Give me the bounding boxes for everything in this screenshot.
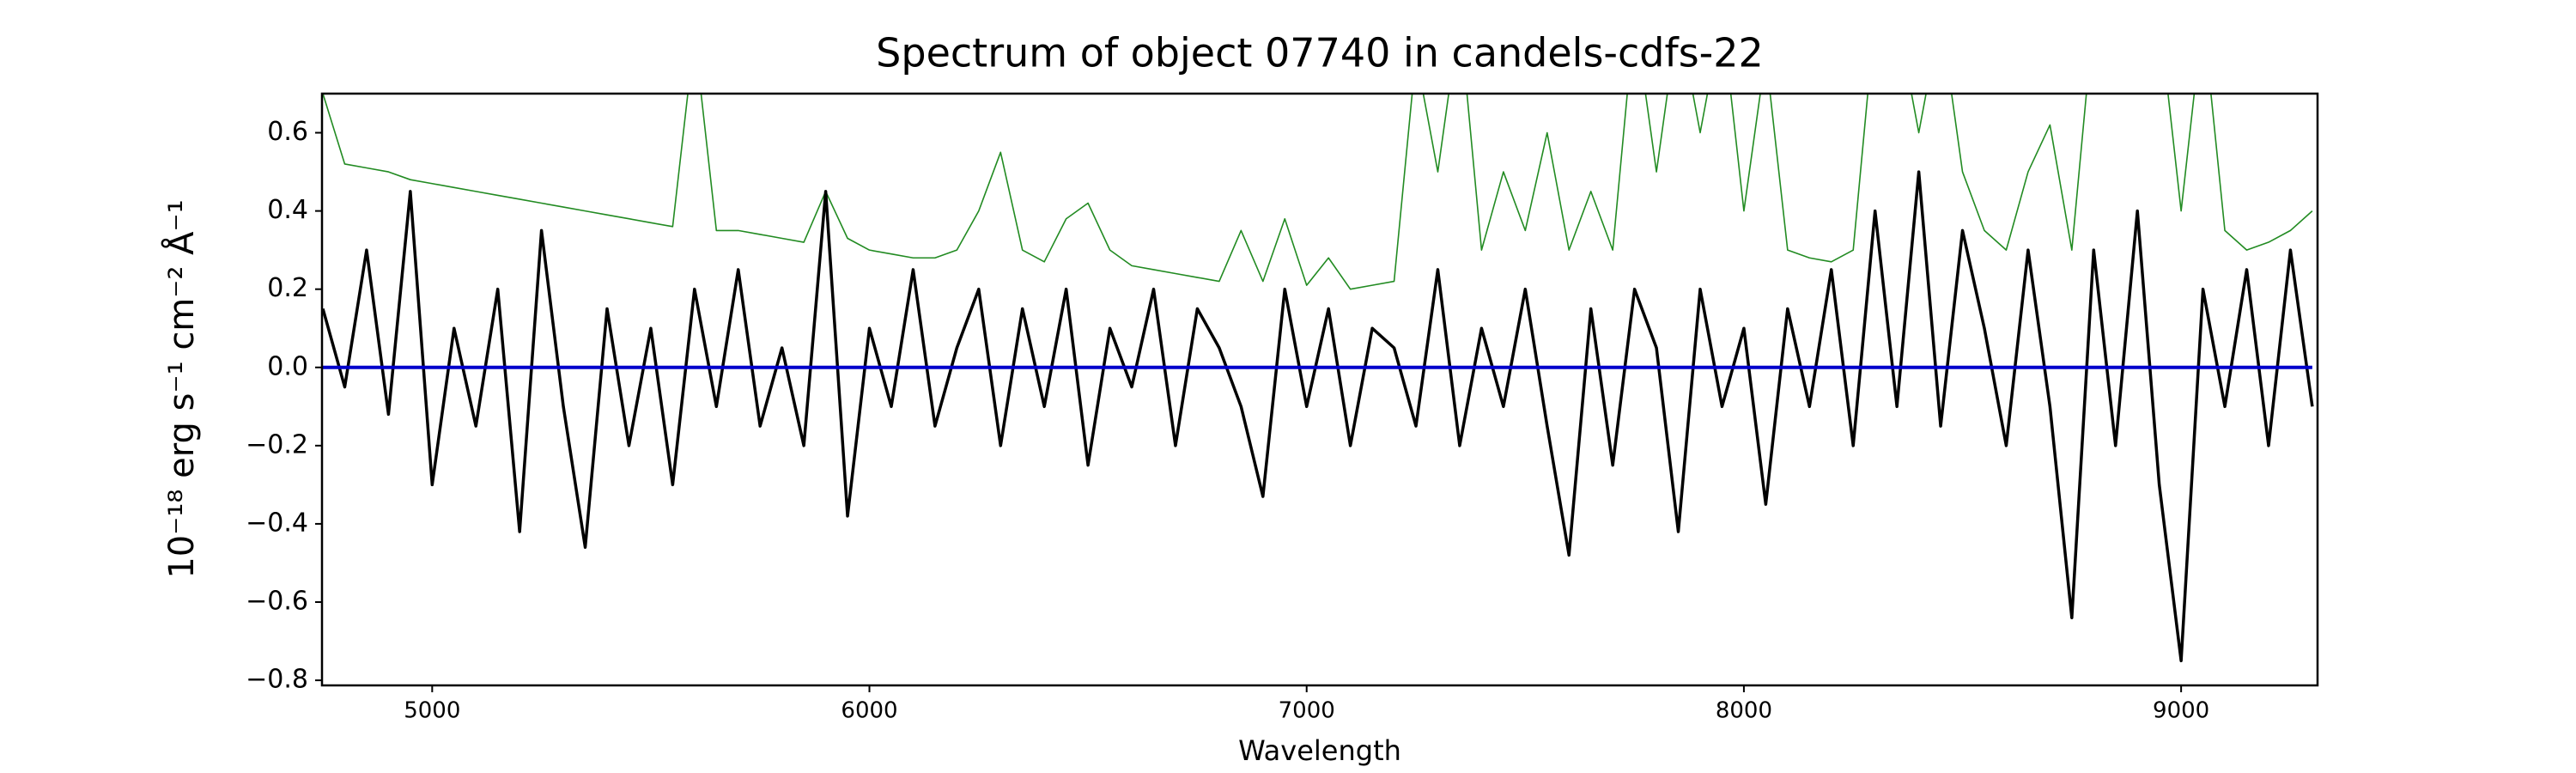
x-axis-label: Wavelength [1238, 734, 1401, 767]
y-tick-label: 0.6 [267, 117, 308, 147]
x-tick-label: 5000 [404, 698, 460, 724]
y-tick-label: 0.0 [267, 351, 308, 381]
x-tick-label: 9000 [2153, 698, 2209, 724]
y-tick-label: −0.6 [246, 587, 308, 617]
spectrum-line [322, 94, 2313, 290]
spectrum-line [322, 170, 2314, 663]
x-tick-label: 6000 [841, 698, 897, 724]
y-tick-label: −0.8 [246, 665, 308, 695]
plot-frame [320, 92, 2319, 687]
x-tick-label: 7000 [1279, 698, 1335, 724]
y-tick-label: 0.4 [267, 195, 308, 225]
y-axis-label: 10⁻¹⁸ erg s⁻¹ cm⁻² Å⁻¹ [161, 199, 202, 578]
y-tick-label: 0.2 [267, 273, 308, 303]
y-tick-label: −0.4 [246, 508, 308, 538]
chart-title: Spectrum of object 07740 in candels-cdfs… [876, 30, 1764, 76]
plot-lines [322, 94, 2314, 663]
y-tick-label: −0.2 [246, 429, 308, 460]
x-tick-label: 8000 [1716, 698, 1772, 724]
